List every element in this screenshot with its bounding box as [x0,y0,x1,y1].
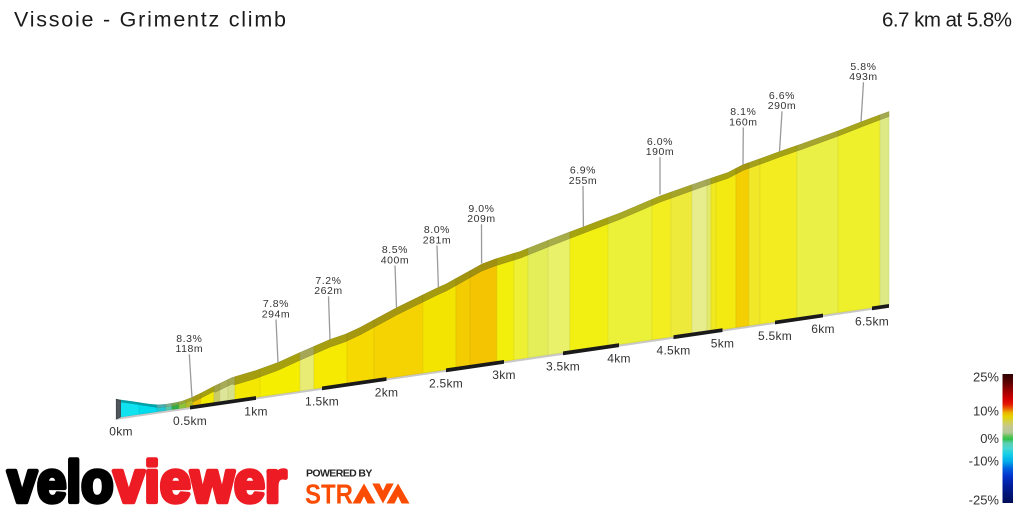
svg-text:493m: 493m [849,71,877,83]
svg-text:7.8%: 7.8% [263,298,289,310]
svg-text:160m: 160m [729,116,757,128]
svg-text:0%: 0% [980,431,999,446]
svg-text:Vissoie - Grimentz climb: Vissoie - Grimentz climb [14,8,286,32]
svg-text:0km: 0km [109,425,132,439]
svg-text:118m: 118m [175,343,203,355]
svg-text:4.5km: 4.5km [657,344,691,358]
svg-text:3.5km: 3.5km [546,360,580,374]
svg-text:velo: velo [8,450,114,512]
svg-text:5.5km: 5.5km [758,329,792,343]
svg-text:6.5km: 6.5km [855,315,889,329]
svg-text:3km: 3km [492,368,515,382]
svg-text:290m: 290m [768,100,796,112]
svg-text:6.6%: 6.6% [769,90,795,102]
svg-text:5.8%: 5.8% [850,61,876,73]
svg-text:281m: 281m [423,234,451,246]
svg-text:-25%: -25% [969,493,1000,508]
svg-text:9.0%: 9.0% [468,203,494,215]
svg-text:4km: 4km [607,352,630,366]
svg-text:190m: 190m [646,146,674,158]
svg-text:0.5km: 0.5km [173,414,207,428]
svg-text:2.5km: 2.5km [429,377,463,391]
svg-text:255m: 255m [569,175,597,187]
svg-text:6km: 6km [811,322,834,336]
svg-text:POWERED BY: POWERED BY [306,468,374,480]
svg-text:10%: 10% [973,404,999,419]
svg-text:400m: 400m [381,254,409,266]
svg-text:5km: 5km [711,336,734,350]
svg-text:8.3%: 8.3% [176,333,202,345]
svg-text:8.0%: 8.0% [424,224,450,236]
svg-text:-10%: -10% [969,454,1000,469]
svg-text:6.7 km at 5.8%: 6.7 km at 5.8% [882,9,1012,32]
svg-text:262m: 262m [314,285,342,297]
svg-text:209m: 209m [467,213,495,225]
svg-text:6.9%: 6.9% [570,165,596,177]
svg-text:viewer: viewer [114,450,287,512]
svg-text:6.0%: 6.0% [647,136,673,148]
svg-text:294m: 294m [262,308,290,320]
svg-text:8.5%: 8.5% [382,244,408,256]
svg-text:2km: 2km [375,385,398,399]
svg-text:STR: STR [305,479,353,510]
svg-text:1km: 1km [244,404,267,418]
svg-text:1.5km: 1.5km [305,395,339,409]
svg-text:8.1%: 8.1% [730,106,756,118]
svg-text:7.2%: 7.2% [315,275,341,287]
svg-text:25%: 25% [973,370,999,385]
